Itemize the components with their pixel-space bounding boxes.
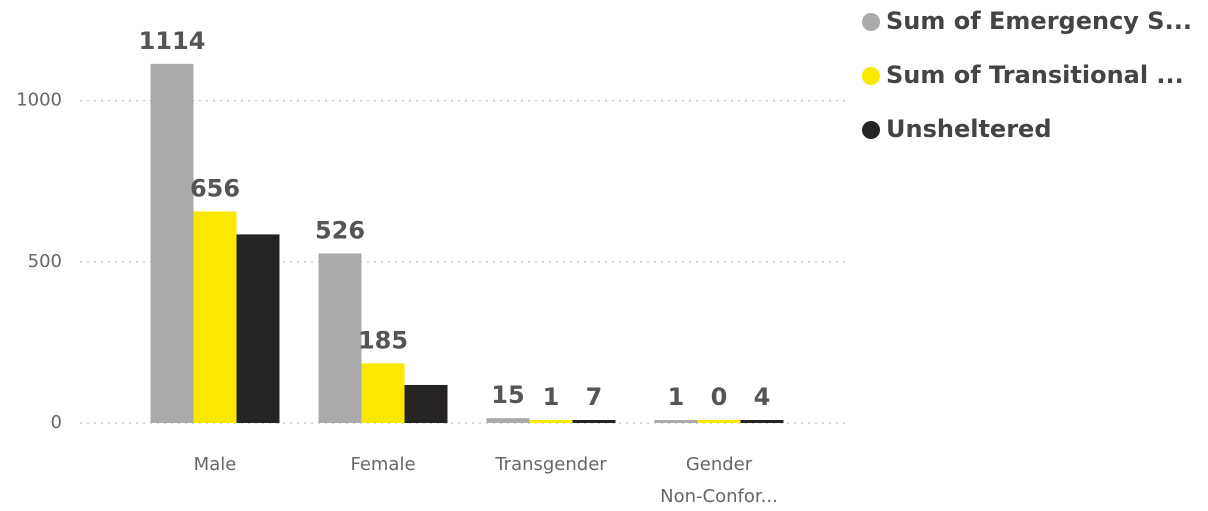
data-label: 656 <box>190 175 240 203</box>
data-label: 0 <box>711 383 728 411</box>
bar <box>740 420 784 423</box>
y-tick-label: 1000 <box>16 90 62 111</box>
legend-label: Sum of Emergency S... <box>886 7 1192 35</box>
bar <box>529 420 573 423</box>
y-tick-label: 0 <box>51 412 62 433</box>
data-label: 15 <box>491 381 524 409</box>
legend-label: Sum of Transitional ... <box>886 61 1184 89</box>
data-label: 1 <box>668 383 685 411</box>
y-tick-label: 500 <box>28 251 62 272</box>
x-tick-label: Female <box>350 454 415 475</box>
data-label: 1 <box>543 383 560 411</box>
data-label: 1114 <box>139 27 206 55</box>
bar <box>404 384 448 423</box>
bar <box>318 253 362 423</box>
legend-marker <box>862 13 880 31</box>
x-tick-label: Transgender <box>494 454 607 475</box>
data-label: 526 <box>315 216 365 244</box>
legend-marker <box>862 67 880 85</box>
x-tick-label: Gender Non-Confor... <box>660 454 778 507</box>
bar <box>236 234 280 423</box>
bar <box>361 363 405 423</box>
bar <box>150 63 194 423</box>
legend-marker <box>862 121 880 139</box>
legend-label: Unsheltered <box>886 115 1052 143</box>
data-label: 185 <box>358 326 408 354</box>
x-tick-label: Male <box>194 454 237 475</box>
data-label: 4 <box>754 383 771 411</box>
data-label: 7 <box>586 383 603 411</box>
bar <box>572 420 616 423</box>
bar <box>654 420 698 423</box>
bar <box>486 418 530 423</box>
bar <box>697 420 741 423</box>
bar <box>193 211 237 423</box>
